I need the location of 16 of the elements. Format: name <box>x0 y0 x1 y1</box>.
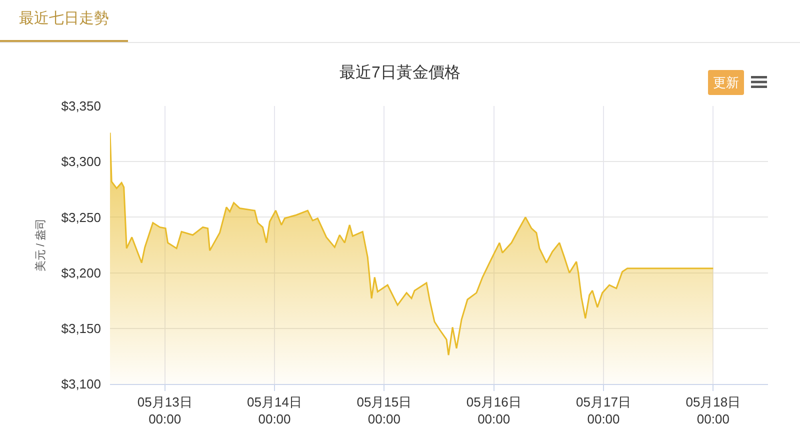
y-axis-title: 美元 / 盎司 <box>34 218 47 272</box>
y-tick-label: $3,350 <box>61 98 101 114</box>
y-tick-label: $3,200 <box>61 265 101 280</box>
x-tick-label: 05月14日 00:00 <box>247 394 302 426</box>
chart-title: 最近7日黃金價格 <box>340 64 460 82</box>
y-tick-label: $3,150 <box>61 320 101 336</box>
text: 最近七日走勢 <box>0 0 128 42</box>
y-tick-label: $3,100 <box>61 376 101 392</box>
x-tick-label: 05月16日 00:00 <box>466 394 522 426</box>
x-tick-label: 05月18日 00:00 <box>686 394 741 426</box>
y-tick-label: $3,250 <box>61 210 101 225</box>
x-tick-label: 05月13日 00:00 <box>137 394 192 426</box>
y-tick-label: $3,300 <box>61 154 101 170</box>
x-tick-label: 05月17日 00:00 <box>576 394 631 426</box>
text: 更新 <box>708 70 744 95</box>
x-tick-label: 05月15日 00:00 <box>356 394 412 426</box>
